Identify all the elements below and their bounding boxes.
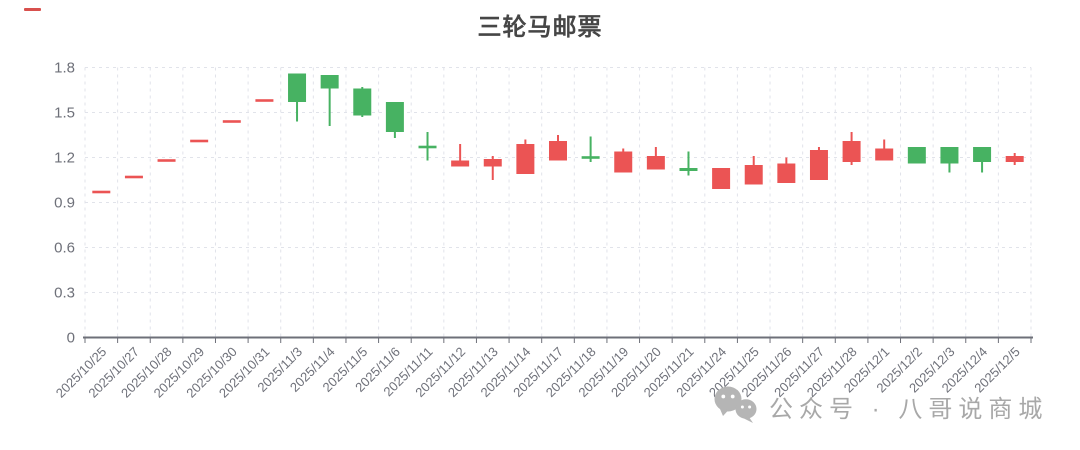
candle-body[interactable] (842, 141, 861, 162)
candle-body[interactable] (809, 150, 828, 180)
candle-body[interactable] (222, 120, 241, 123)
y-axis-label: 0.3 (54, 285, 75, 302)
candle-body[interactable] (549, 141, 567, 161)
candle-body[interactable] (516, 144, 535, 174)
y-axis-label: 1.8 (54, 60, 75, 77)
candle-body[interactable] (190, 139, 209, 143)
y-axis-label: 0.9 (54, 195, 75, 212)
candle-body[interactable] (907, 147, 926, 164)
candle-body[interactable] (1005, 156, 1024, 162)
candle-body[interactable] (777, 163, 796, 184)
candle-body[interactable] (124, 175, 143, 179)
candle-body[interactable] (255, 99, 274, 102)
watermark-text: 公众号 · 八哥说商城 (769, 395, 1049, 423)
candle-body[interactable] (614, 151, 633, 173)
wechat-icon (714, 386, 757, 423)
candle-body[interactable] (744, 165, 763, 185)
candle-body[interactable] (451, 160, 470, 167)
candle-body[interactable] (646, 156, 665, 170)
candle-body[interactable] (157, 159, 176, 162)
candle-body[interactable] (581, 156, 600, 159)
candle-body[interactable] (92, 190, 111, 194)
candle-body[interactable] (875, 148, 894, 161)
candle-body[interactable] (940, 147, 959, 164)
chart-title: 三轮马邮票 (477, 14, 603, 41)
candle-body[interactable] (353, 88, 372, 116)
candle-body[interactable] (483, 159, 502, 167)
candle-body[interactable] (418, 145, 437, 149)
candle-body[interactable] (320, 75, 339, 89)
top-left-red-mark (24, 8, 41, 11)
y-axis-label: 1.2 (54, 150, 75, 167)
y-axis-label: 0 (67, 330, 75, 347)
watermark: 公众号 · 八哥说商城 (712, 384, 1048, 428)
candle-body[interactable] (973, 147, 992, 162)
candle-body[interactable] (288, 73, 307, 103)
y-axis-label: 0.6 (54, 240, 75, 257)
candle-body[interactable] (712, 168, 731, 189)
y-axis-label: 1.5 (54, 105, 75, 122)
candle-body[interactable] (385, 102, 404, 132)
candle-body[interactable] (679, 168, 698, 171)
